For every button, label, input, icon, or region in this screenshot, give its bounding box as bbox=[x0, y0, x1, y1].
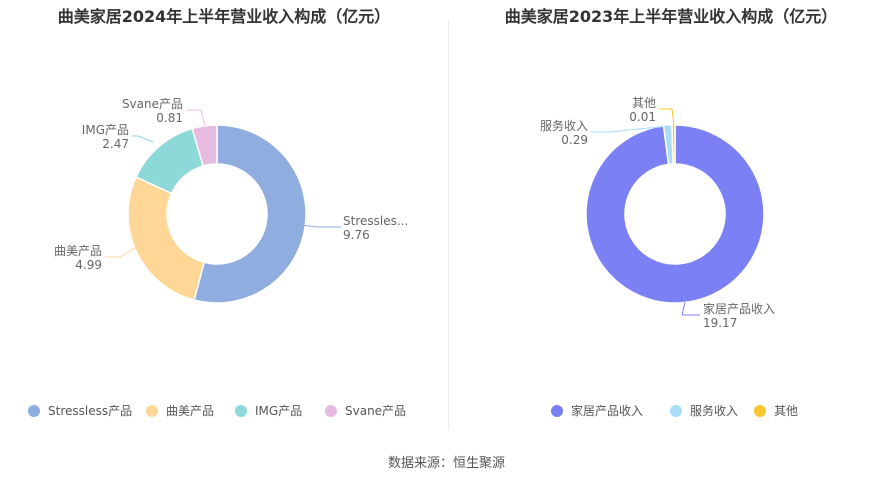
label-leader-line bbox=[681, 301, 700, 316]
slice-value-label: 9.76 bbox=[343, 228, 370, 242]
legend-label: 家居产品收入 bbox=[571, 404, 644, 418]
slice-value-label: 0.01 bbox=[629, 110, 656, 124]
chart-title: 曲美家居2024年上半年营业收入构成（亿元） bbox=[57, 7, 391, 26]
data-source-note: 数据来源：恒生聚源 bbox=[387, 456, 505, 471]
slice-category-label: 曲美产品 bbox=[54, 244, 102, 258]
slice-category-label: Svane产品 bbox=[122, 97, 183, 111]
legend-swatch bbox=[325, 404, 337, 417]
legend-swatch bbox=[146, 404, 158, 417]
label-leader-line bbox=[660, 108, 675, 127]
pie-slice[interactable] bbox=[585, 124, 765, 304]
slice-value-label: 4.99 bbox=[75, 258, 102, 272]
legend-label: 服务收入 bbox=[690, 404, 739, 418]
chart-panel-2024h1: 曲美家居2024年上半年营业收入构成（亿元） Stressles... 9.76 曲… bbox=[0, 0, 448, 430]
panel-divider bbox=[448, 20, 449, 430]
slice-value-label: 2.47 bbox=[102, 137, 129, 151]
label-leader-line bbox=[591, 125, 670, 133]
chart-panel-2023h1: 曲美家居2023年上半年营业收入构成（亿元） 家居产品收入 19.17 服务收入 0.… bbox=[449, 0, 893, 430]
legend-label: 其他 bbox=[774, 404, 799, 418]
label-leader-line bbox=[105, 247, 136, 258]
legend-item[interactable]: 服务收入 bbox=[670, 402, 738, 419]
slice-category-label: 其他 bbox=[632, 96, 656, 110]
pie-slice[interactable] bbox=[671, 124, 676, 165]
slice-category-label: 服务收入 bbox=[540, 118, 588, 133]
pie-slice[interactable] bbox=[191, 124, 218, 167]
legend-label: 曲美产品 bbox=[166, 404, 215, 418]
legend-item[interactable]: IMG产品 bbox=[235, 402, 302, 419]
slice-value-label: 0.29 bbox=[561, 133, 588, 147]
slice-value-label: 19.17 bbox=[703, 316, 737, 330]
legend-item[interactable]: Stressless产品 bbox=[28, 402, 132, 419]
legend-item[interactable]: 家居产品收入 bbox=[551, 402, 643, 419]
slice-category-label: IMG产品 bbox=[82, 123, 129, 137]
legend-swatch bbox=[235, 404, 247, 417]
label-leader-line bbox=[132, 135, 154, 143]
legend-swatch bbox=[28, 404, 40, 417]
pie-slice[interactable] bbox=[127, 176, 206, 301]
legend-item[interactable]: 其他 bbox=[754, 402, 798, 419]
slice-value-label: 0.81 bbox=[156, 111, 183, 125]
label-leader-line bbox=[187, 109, 206, 127]
pie-slice[interactable] bbox=[193, 124, 307, 304]
legend-swatch bbox=[754, 404, 766, 417]
slice-category-label: 家居产品收入 bbox=[703, 301, 775, 316]
slice-category-label: Stressles... bbox=[343, 214, 408, 228]
legend-swatch bbox=[670, 404, 682, 417]
label-leader-line bbox=[300, 224, 341, 228]
legend-swatch bbox=[551, 404, 563, 417]
legend-label: IMG产品 bbox=[255, 404, 303, 418]
chart-title: 曲美家居2023年上半年营业收入构成（亿元） bbox=[504, 7, 838, 26]
legend-label: Svane产品 bbox=[345, 404, 407, 418]
legend-item[interactable]: 曲美产品 bbox=[146, 402, 214, 419]
legend-label: Stressless产品 bbox=[48, 404, 133, 418]
legend-item[interactable]: Svane产品 bbox=[325, 402, 406, 419]
